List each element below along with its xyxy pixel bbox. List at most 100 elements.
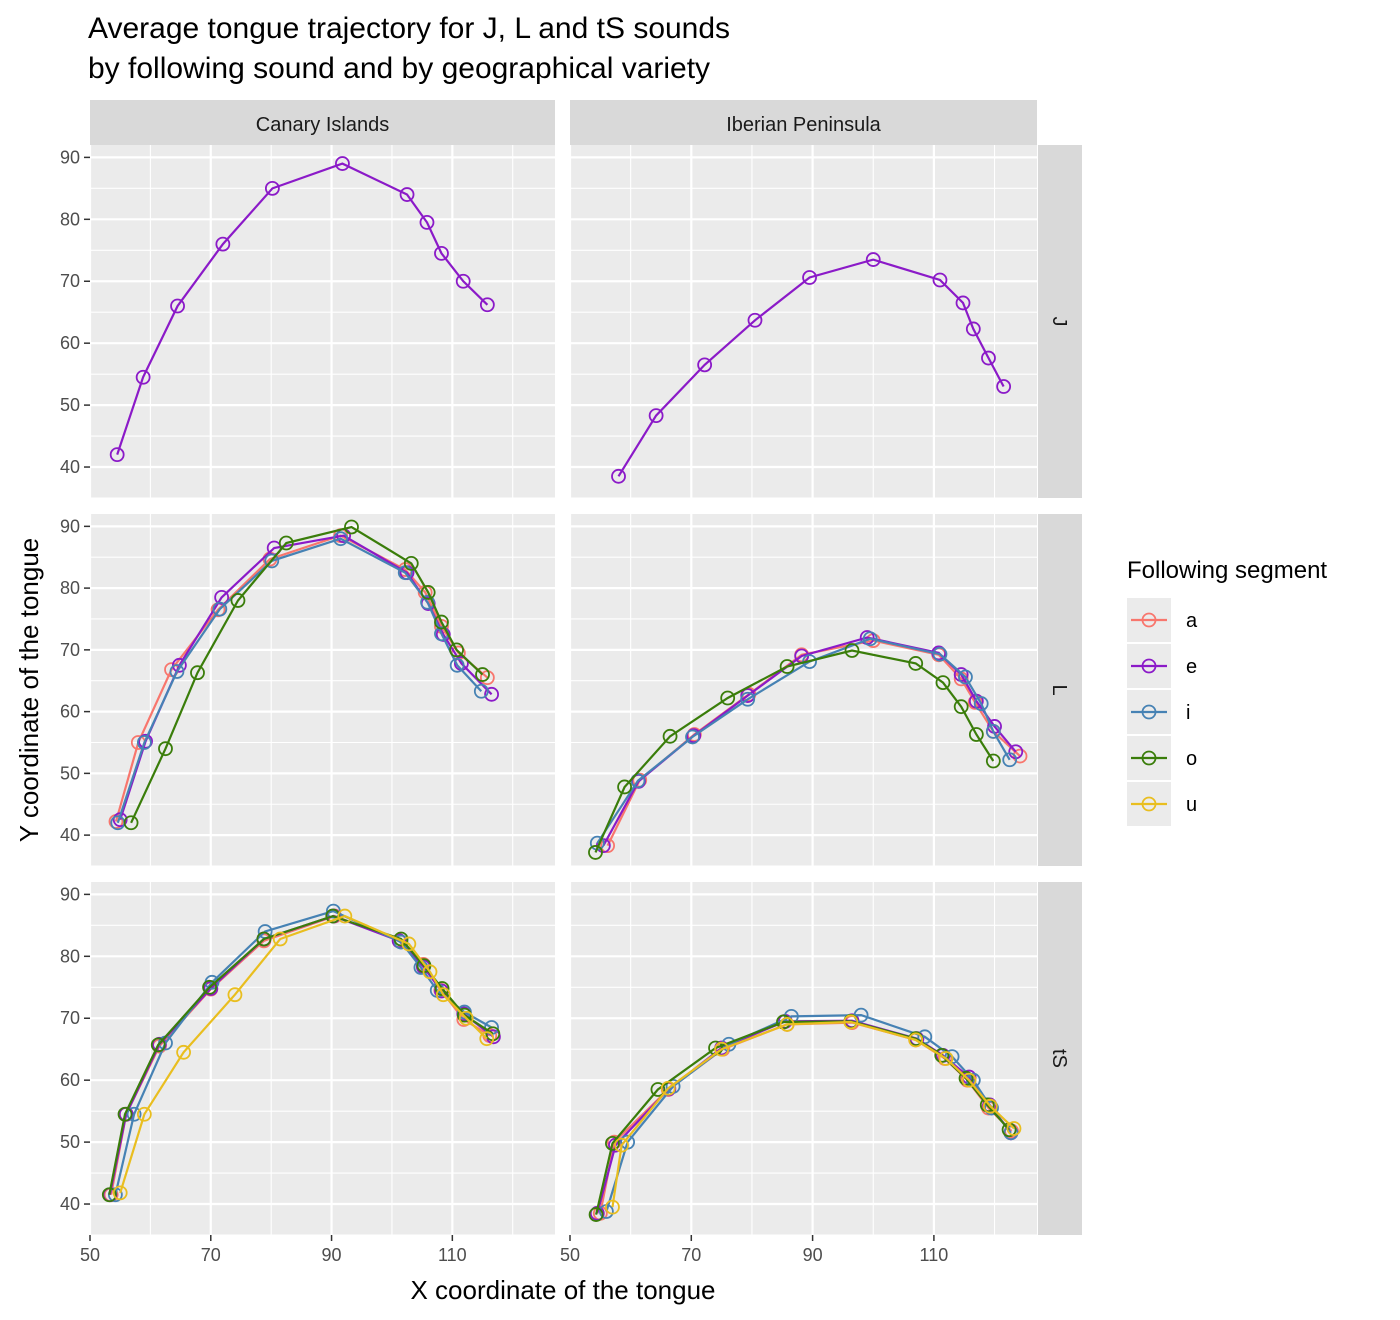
data-point-o — [968, 727, 984, 742]
data-point-o — [344, 519, 359, 535]
panel-j-canary-islands-background — [90, 145, 555, 498]
series-line-o — [594, 649, 995, 853]
data-point-u — [227, 987, 243, 1003]
y-tick-label: 60 — [60, 1070, 80, 1090]
y-tick-label: 50 — [60, 395, 80, 415]
data-point-o — [393, 931, 409, 947]
data-point-o — [953, 699, 969, 715]
data-point-i — [212, 601, 228, 617]
series-line-i — [605, 1013, 1012, 1212]
data-point-o — [650, 1082, 666, 1097]
data-point-e — [434, 245, 449, 261]
data-point-u — [614, 1137, 629, 1153]
data-point-e — [419, 215, 435, 230]
x-tick-label: 70 — [681, 1245, 701, 1265]
legend-key-point-o — [1141, 750, 1157, 766]
data-point-i — [169, 664, 185, 679]
data-point-e — [391, 933, 407, 949]
data-point-i — [264, 553, 280, 569]
x-tick-label: 110 — [920, 1245, 949, 1265]
x-tick-label: 70 — [201, 1245, 221, 1265]
data-point-u — [1006, 1121, 1022, 1136]
data-point-o — [434, 614, 449, 630]
y-tick-label: 50 — [60, 1132, 80, 1152]
chart-title-line-1: Average tongue trajectory for J, L and t… — [88, 12, 730, 45]
data-point-o — [190, 665, 205, 681]
legend-title: Following segment — [1127, 557, 1327, 584]
data-point-o — [403, 556, 419, 571]
data-point-e — [747, 312, 763, 328]
data-point-u — [176, 1044, 192, 1060]
y-tick-label: 40 — [60, 457, 80, 477]
y-tick-label: 80 — [60, 946, 80, 966]
data-point-e — [170, 298, 185, 314]
data-point-o — [908, 656, 924, 671]
strip-j — [1038, 145, 1082, 498]
strip-label-ts: tS — [1048, 1049, 1070, 1068]
data-point-u — [337, 908, 353, 924]
data-point-o — [325, 908, 341, 924]
strip-label-l: L — [1048, 684, 1070, 695]
data-point-u — [843, 1014, 859, 1030]
series-line-u — [611, 1020, 1015, 1208]
x-tick-label: 110 — [438, 1245, 467, 1265]
data-point-e — [686, 728, 702, 744]
data-point-i — [740, 691, 756, 707]
data-point-u — [435, 987, 451, 1003]
data-point-i — [985, 723, 1001, 739]
data-point-e — [214, 589, 230, 605]
data-point-o — [720, 690, 736, 706]
data-point-i — [1002, 752, 1018, 768]
data-point-o — [475, 667, 490, 682]
data-point-u — [401, 936, 417, 952]
legend-label-a: a — [1186, 610, 1198, 632]
data-point-e — [479, 297, 495, 313]
x-tick-label: 50 — [560, 1245, 580, 1265]
data-point-u — [479, 1031, 495, 1047]
strip-iberian-peninsula — [570, 100, 1037, 145]
data-point-e — [697, 357, 713, 373]
y-tick-label: 70 — [60, 1008, 80, 1028]
data-point-o — [202, 979, 217, 995]
data-point-u — [982, 1098, 998, 1114]
data-point-o — [779, 659, 795, 674]
data-point-e — [109, 447, 125, 463]
data-point-e — [648, 408, 664, 424]
data-point-e — [264, 180, 280, 196]
data-point-u — [779, 1017, 795, 1032]
strip-label-iberian-peninsula: Iberian Peninsula — [726, 114, 881, 136]
data-point-o — [958, 1070, 974, 1086]
data-point-u — [112, 1185, 128, 1201]
data-point-o — [256, 931, 272, 947]
chart-title-line-2: by following sound and by geographical v… — [88, 52, 710, 85]
data-point-i — [126, 1106, 142, 1122]
data-point-e — [611, 468, 626, 484]
data-point-e — [981, 350, 996, 366]
legend-label-i: i — [1186, 702, 1190, 724]
data-point-o — [985, 753, 1001, 769]
data-point-o — [776, 1014, 791, 1030]
data-point-u — [458, 1010, 474, 1026]
data-point-i — [420, 594, 435, 610]
series-line-u — [119, 914, 488, 1194]
data-point-o — [158, 741, 173, 757]
series-line-e — [617, 258, 1005, 477]
data-point-u — [961, 1072, 977, 1088]
data-point-o — [588, 1207, 604, 1222]
data-point-i — [862, 631, 878, 647]
panel-l-iberian-peninsula-background — [570, 514, 1037, 866]
data-point-o — [434, 981, 450, 996]
data-point-o — [605, 1135, 620, 1151]
data-point-i — [958, 669, 973, 685]
data-point-e — [171, 657, 187, 673]
y-tick-label: 80 — [60, 209, 80, 229]
data-point-i — [333, 531, 349, 547]
data-point-u — [272, 931, 288, 947]
data-point-e — [802, 270, 817, 285]
legend-label-e: e — [1186, 656, 1197, 678]
x-tick-label: 90 — [803, 1245, 823, 1265]
plot-layer: Canary Islands Iberian Peninsula J LtS 40 50 6… — [60, 100, 1082, 1265]
x-tick-label: 90 — [322, 1245, 342, 1265]
y-tick-label: 70 — [60, 640, 80, 660]
